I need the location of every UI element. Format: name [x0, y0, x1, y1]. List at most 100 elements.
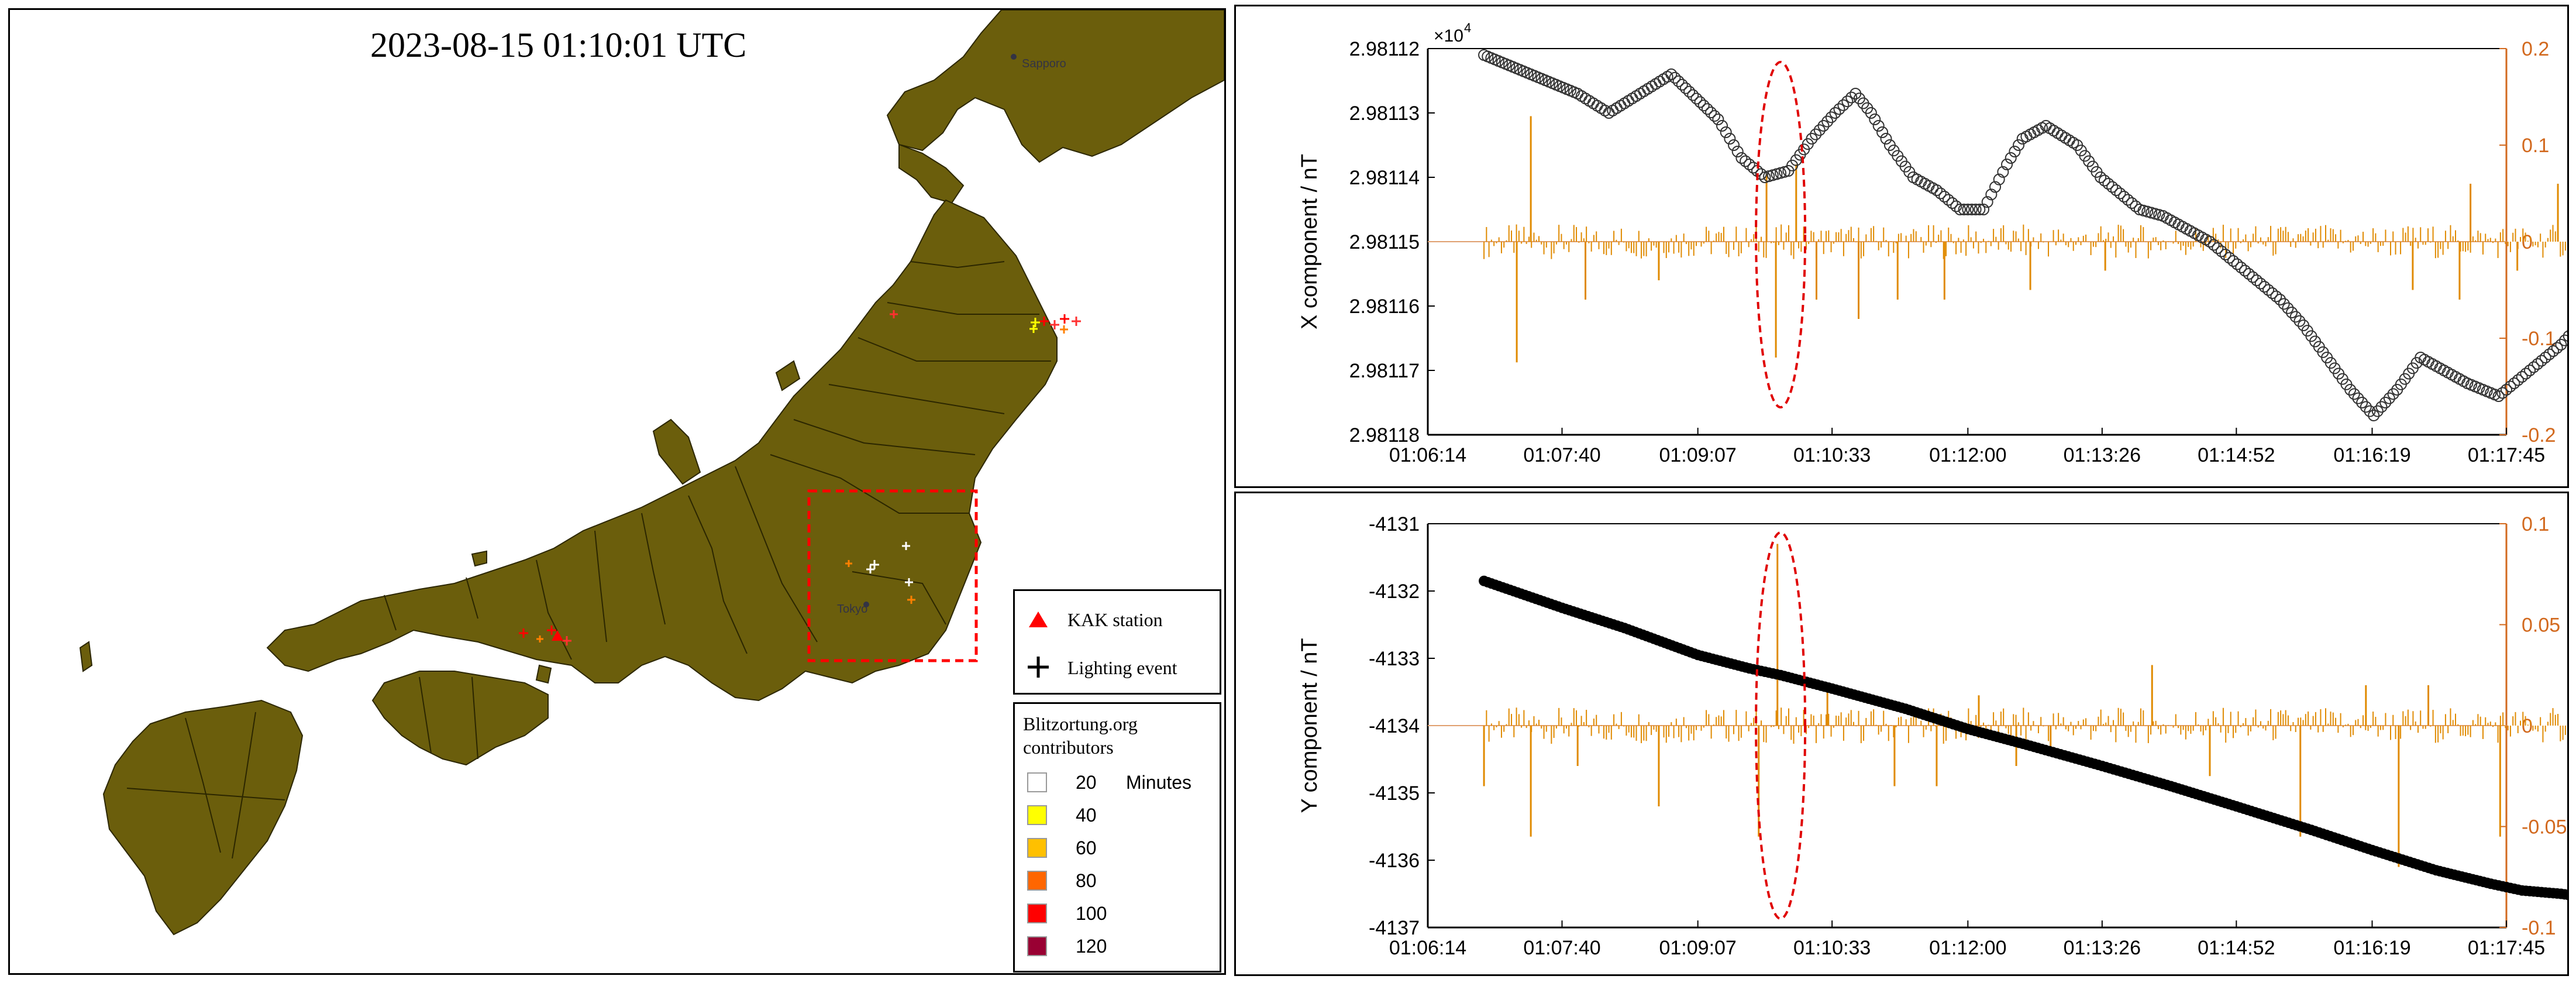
x-component-point — [1821, 115, 1834, 128]
x-component-point — [2207, 239, 2220, 251]
x-component-point — [1572, 88, 1584, 99]
x-component-point — [2368, 410, 2380, 421]
x-component-point — [1705, 106, 1717, 119]
japan-land — [79, 10, 1224, 936]
x-component-point — [1755, 168, 1767, 180]
border-line — [910, 261, 1005, 269]
y-tick-label: 2.98113 — [1349, 102, 1420, 125]
noto-peninsula — [652, 418, 701, 485]
legend-swatch — [1027, 936, 1047, 956]
lightning-event-mark — [905, 578, 913, 586]
y2-tick-label: 0 — [2522, 231, 2533, 253]
lightning-event-mark — [1039, 317, 1049, 326]
x-component-point — [1618, 97, 1631, 109]
lightning-event-mark — [536, 635, 543, 643]
lightning-event-mark — [902, 542, 910, 550]
legend-title-line2: contributors — [1023, 737, 1114, 758]
x-component-point — [1997, 166, 2009, 178]
x-component-point — [1610, 102, 1623, 114]
x-component-point — [2551, 342, 2563, 354]
legend-swatch-label: 20 — [1076, 772, 1097, 793]
x-component-point — [1579, 92, 1592, 105]
x-component-point — [2040, 120, 2052, 132]
x-component-point — [1962, 204, 1974, 215]
x-component-point — [1694, 96, 1706, 108]
y-tick-label: -4134 — [1369, 715, 1420, 737]
x-component-point — [2055, 129, 2068, 142]
y-tick-label: 2.98118 — [1349, 424, 1420, 446]
x-component-point — [2352, 392, 2364, 404]
x-component-point — [2383, 392, 2395, 404]
legend-swatch — [1027, 903, 1047, 923]
x-component-point — [1709, 110, 1721, 122]
x-component-point — [1841, 95, 1854, 108]
x-component-point — [1872, 120, 1885, 132]
border-line — [857, 337, 1051, 362]
x-tick-label: 01:07:40 — [1523, 937, 1600, 959]
tokyo-marker — [863, 602, 869, 607]
oki-island — [471, 550, 487, 567]
x-component-point — [2262, 284, 2275, 296]
event-highlight-ellipse — [1755, 61, 1807, 408]
x-component-point — [2098, 174, 2110, 187]
x-component-point — [2223, 252, 2236, 264]
x-component-point — [1810, 128, 1822, 140]
x-component-point — [2270, 290, 2282, 303]
x-component-point — [1697, 99, 1710, 112]
x-component-point — [2009, 146, 2021, 157]
x-component-point — [2114, 187, 2126, 200]
x-tick-label: 01:07:40 — [1523, 444, 1600, 466]
lightning-events — [519, 310, 1081, 645]
contributors-legend-swatches: 20 40 60 80 100 120 Minutes — [1027, 772, 1191, 957]
x-component-point — [1833, 103, 1845, 115]
lightning-event-mark — [1060, 325, 1068, 334]
x-component-point — [1634, 88, 1646, 99]
x-component-point — [1587, 97, 1599, 109]
x-component-point — [1969, 204, 1982, 215]
x-tick-label: 01:12:00 — [1929, 937, 2006, 959]
x-component-point — [2102, 178, 2114, 190]
x-component-point — [1645, 80, 1658, 92]
border-line — [594, 530, 607, 643]
x-component-point — [1942, 194, 1954, 206]
city-label-sapporo: Sapporo — [1022, 57, 1066, 70]
x-tick-label: 01:13:26 — [2064, 444, 2141, 466]
x-component-point — [1845, 91, 1858, 104]
border-line — [852, 571, 946, 625]
x-component-point — [2258, 281, 2271, 293]
x-component-point — [2348, 388, 2360, 400]
y-axis-title: Y component / nT — [1297, 638, 1322, 813]
legend-kak-station: KAK station — [1067, 609, 1163, 630]
lightning-event-mark — [1029, 325, 1038, 333]
x-component-point — [1630, 90, 1642, 102]
legend-swatch-label: 100 — [1076, 903, 1107, 924]
x-component-point — [2203, 236, 2216, 248]
x-component-point — [1657, 73, 1669, 85]
event-highlight-ellipse — [1755, 531, 1807, 920]
lightning-event-mark — [562, 636, 571, 645]
x-component-point — [1583, 95, 1596, 107]
legend-lighting-event: Lighting event — [1067, 657, 1177, 678]
border-line — [384, 595, 397, 631]
border-line — [466, 577, 478, 619]
legend-swatch — [1027, 871, 1047, 891]
x-component-point — [2239, 264, 2251, 277]
x-component-point — [2344, 384, 2357, 396]
x-component-point — [1974, 204, 1986, 215]
x-component-point — [1661, 71, 1673, 83]
x-component-point — [2231, 258, 2243, 270]
x-component-point — [1622, 95, 1634, 107]
y-component-chart: 01:06:14 01:07:40 01:09:07 01:10:33 01:12:00… — [1297, 513, 2576, 959]
y-tick-label: -4131 — [1369, 513, 1420, 535]
city-label-tokyo: Tokyo — [837, 603, 867, 616]
contributors-legend: Blitzortung.org contributors 20 40 60 80 100… — [1013, 702, 1221, 973]
x-component-point — [2044, 122, 2056, 135]
x-component-point — [1938, 191, 1951, 202]
x-component-point — [1817, 120, 1830, 132]
x-component-point — [2360, 401, 2372, 413]
y2-tick-label: -0.05 — [2522, 816, 2567, 839]
x-component-point — [2122, 194, 2134, 206]
x-component-point — [2219, 249, 2231, 260]
lightning-event-mark — [845, 560, 852, 567]
y-tick-label: -4137 — [1369, 917, 1420, 939]
